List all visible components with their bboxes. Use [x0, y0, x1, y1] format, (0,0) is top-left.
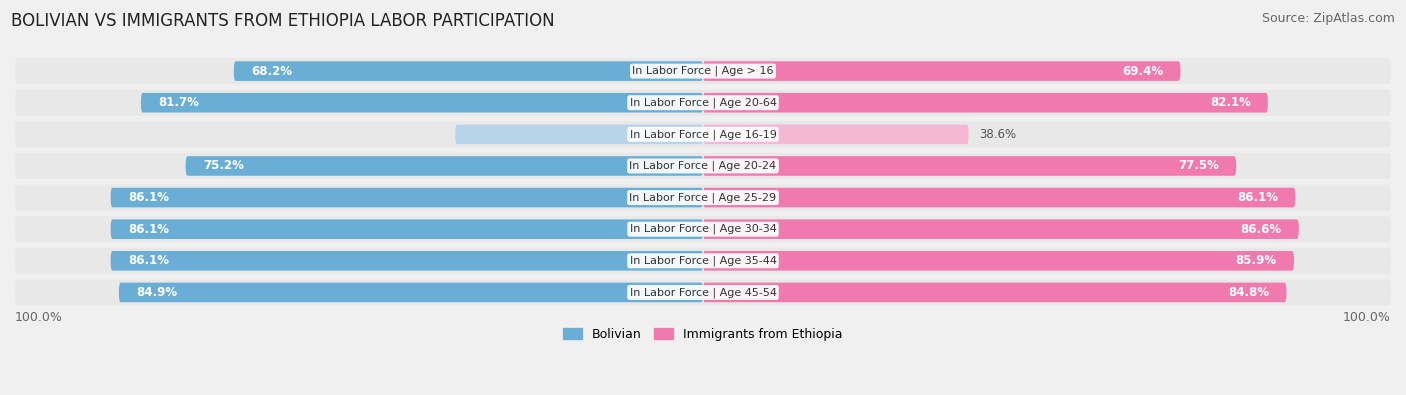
Text: 77.5%: 77.5%	[1178, 160, 1219, 173]
Text: 86.1%: 86.1%	[128, 254, 169, 267]
Text: 36.0%: 36.0%	[655, 128, 693, 141]
Text: 81.7%: 81.7%	[157, 96, 200, 109]
FancyBboxPatch shape	[15, 90, 1391, 116]
FancyBboxPatch shape	[703, 156, 1236, 176]
Text: 84.9%: 84.9%	[136, 286, 177, 299]
Text: 85.9%: 85.9%	[1236, 254, 1277, 267]
Text: 84.8%: 84.8%	[1227, 286, 1270, 299]
FancyBboxPatch shape	[15, 248, 1391, 274]
Text: In Labor Force | Age 16-19: In Labor Force | Age 16-19	[630, 129, 776, 139]
Text: In Labor Force | Age 25-29: In Labor Force | Age 25-29	[630, 192, 776, 203]
Text: 86.1%: 86.1%	[1237, 191, 1278, 204]
Text: 86.1%: 86.1%	[128, 191, 169, 204]
FancyBboxPatch shape	[111, 219, 703, 239]
Legend: Bolivian, Immigrants from Ethiopia: Bolivian, Immigrants from Ethiopia	[558, 323, 848, 346]
Text: 82.1%: 82.1%	[1209, 96, 1251, 109]
Text: 75.2%: 75.2%	[202, 160, 243, 173]
FancyBboxPatch shape	[456, 124, 703, 144]
FancyBboxPatch shape	[141, 93, 703, 113]
FancyBboxPatch shape	[15, 216, 1391, 242]
Text: In Labor Force | Age 20-64: In Labor Force | Age 20-64	[630, 98, 776, 108]
FancyBboxPatch shape	[703, 219, 1299, 239]
FancyBboxPatch shape	[111, 188, 703, 207]
FancyBboxPatch shape	[15, 58, 1391, 84]
Text: 38.6%: 38.6%	[979, 128, 1017, 141]
FancyBboxPatch shape	[15, 184, 1391, 211]
FancyBboxPatch shape	[233, 61, 703, 81]
Text: 86.1%: 86.1%	[128, 223, 169, 236]
FancyBboxPatch shape	[703, 93, 1268, 113]
FancyBboxPatch shape	[703, 283, 1286, 302]
Text: In Labor Force | Age 35-44: In Labor Force | Age 35-44	[630, 256, 776, 266]
FancyBboxPatch shape	[703, 61, 1181, 81]
FancyBboxPatch shape	[111, 251, 703, 271]
Text: 68.2%: 68.2%	[252, 65, 292, 77]
FancyBboxPatch shape	[15, 121, 1391, 147]
FancyBboxPatch shape	[703, 188, 1295, 207]
Text: BOLIVIAN VS IMMIGRANTS FROM ETHIOPIA LABOR PARTICIPATION: BOLIVIAN VS IMMIGRANTS FROM ETHIOPIA LAB…	[11, 12, 555, 30]
FancyBboxPatch shape	[186, 156, 703, 176]
Text: In Labor Force | Age 20-24: In Labor Force | Age 20-24	[630, 161, 776, 171]
FancyBboxPatch shape	[703, 251, 1294, 271]
Text: 100.0%: 100.0%	[15, 311, 63, 324]
Text: In Labor Force | Age 45-54: In Labor Force | Age 45-54	[630, 287, 776, 298]
FancyBboxPatch shape	[120, 283, 703, 302]
FancyBboxPatch shape	[703, 124, 969, 144]
Text: 100.0%: 100.0%	[1343, 311, 1391, 324]
Text: Source: ZipAtlas.com: Source: ZipAtlas.com	[1261, 12, 1395, 25]
Text: 86.6%: 86.6%	[1240, 223, 1282, 236]
Text: In Labor Force | Age 30-34: In Labor Force | Age 30-34	[630, 224, 776, 235]
Text: 69.4%: 69.4%	[1122, 65, 1163, 77]
FancyBboxPatch shape	[15, 280, 1391, 305]
FancyBboxPatch shape	[15, 153, 1391, 179]
Text: In Labor Force | Age > 16: In Labor Force | Age > 16	[633, 66, 773, 76]
